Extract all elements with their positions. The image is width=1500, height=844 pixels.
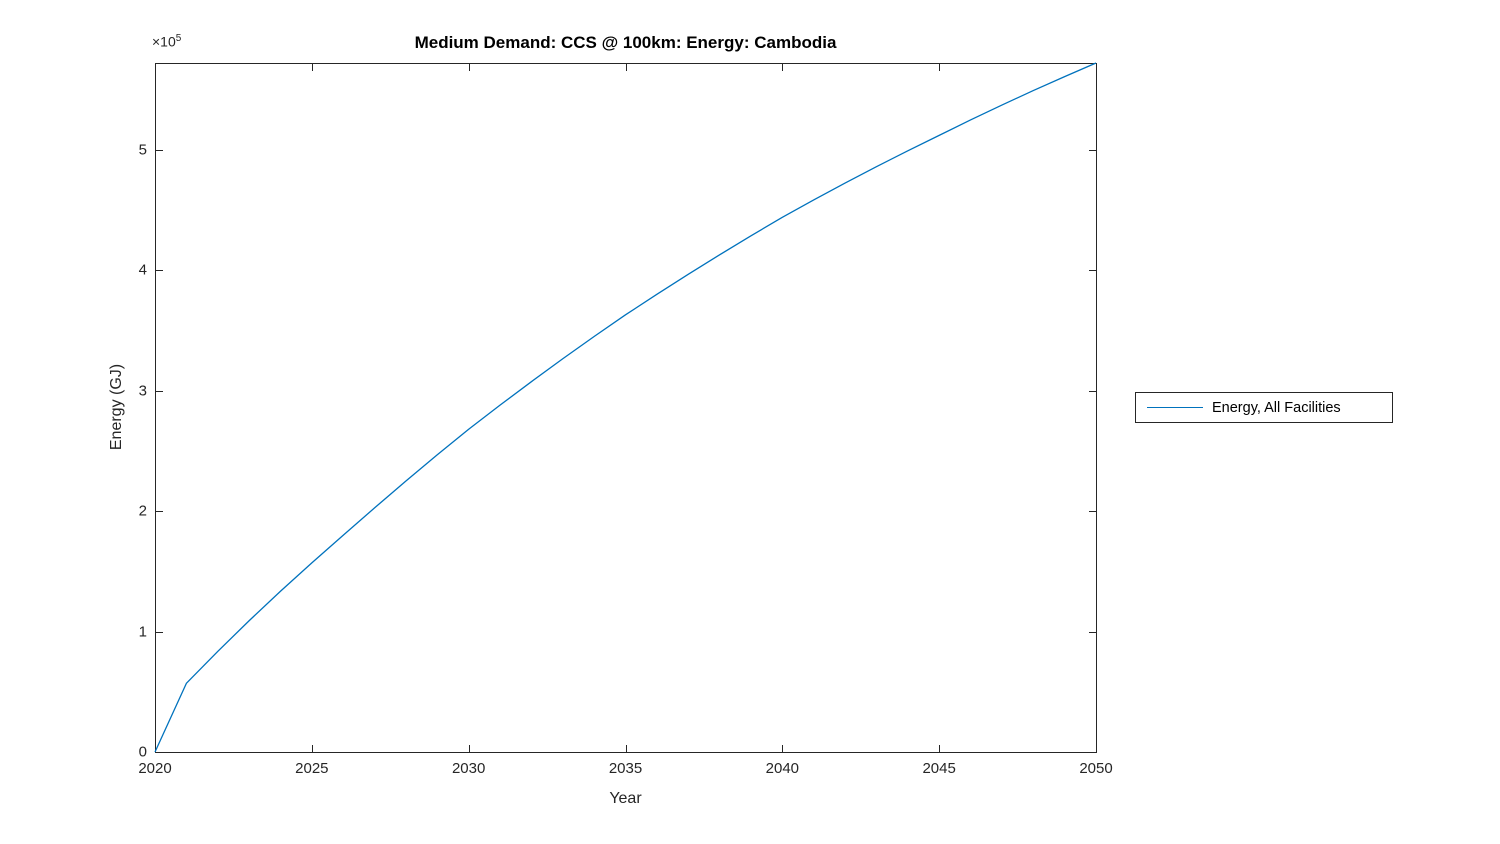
x-tick-label: 2020 (138, 760, 172, 777)
legend-line-sample (1147, 407, 1203, 408)
x-tick-label: 2025 (295, 760, 329, 777)
energy-line (154, 62, 1097, 753)
x-tick-label: 2040 (765, 760, 800, 777)
x-tick-label: 2045 (922, 760, 956, 777)
x-axis-label: Year (609, 790, 642, 807)
y-tick-label: 4 (138, 261, 147, 279)
y-tick-label: 3 (138, 382, 147, 400)
legend: Energy, All Facilities (1135, 392, 1393, 423)
chart-title: Medium Demand: CCS @ 100km: Energy: Camb… (414, 33, 837, 52)
y-tick-label: 0 (138, 743, 147, 761)
axes-frame (155, 63, 1097, 753)
y-tick-label: 1 (138, 623, 147, 641)
y-tick-label: 5 (138, 141, 147, 159)
y-axis-multiplier-base: ×10 (152, 33, 176, 50)
y-tick-label: 2 (138, 502, 147, 520)
x-tick-label: 2035 (608, 760, 643, 777)
y-axis-multiplier: ×105 (152, 33, 181, 50)
legend-label: Energy, All Facilities (1212, 399, 1341, 416)
y-axis-multiplier-exponent: 5 (175, 33, 182, 44)
x-tick-label: 2050 (1079, 760, 1113, 777)
x-tick-label: 2030 (451, 760, 486, 777)
